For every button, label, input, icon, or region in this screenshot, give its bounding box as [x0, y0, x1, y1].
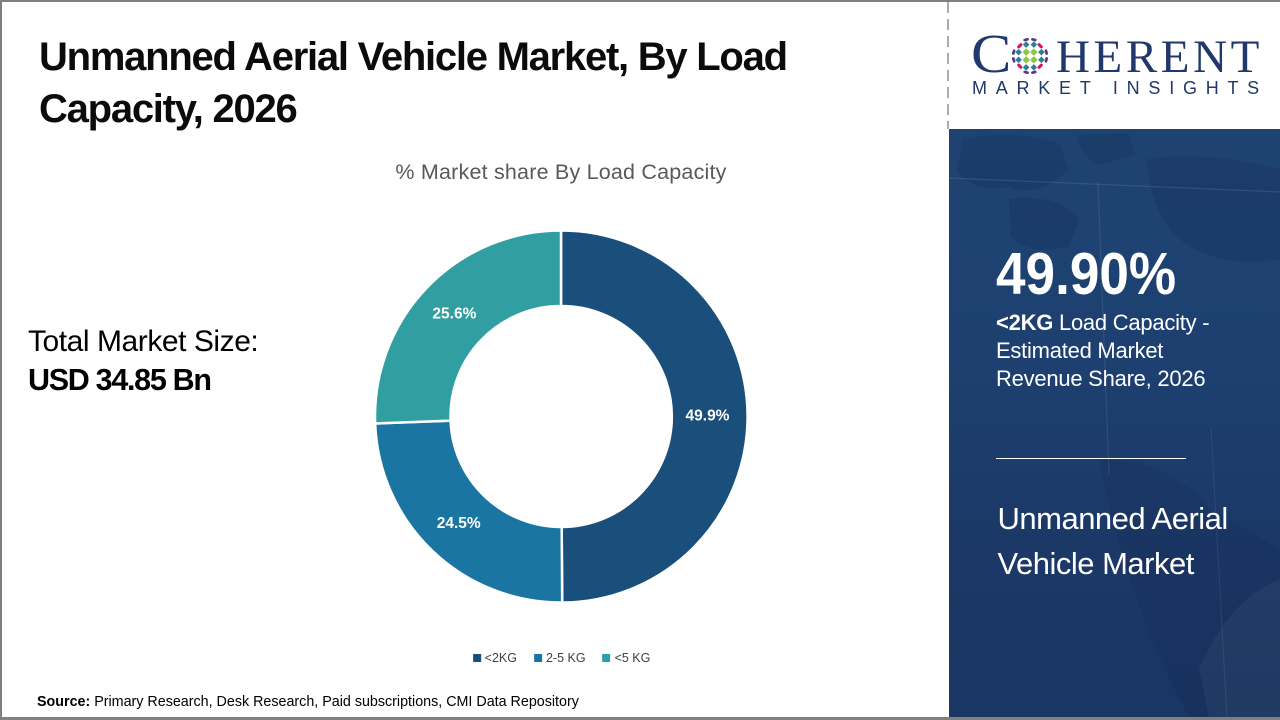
- svg-text:25.6%: 25.6%: [432, 305, 476, 322]
- svg-text:24.5%: 24.5%: [437, 515, 481, 532]
- svg-text:49.9%: 49.9%: [686, 408, 730, 425]
